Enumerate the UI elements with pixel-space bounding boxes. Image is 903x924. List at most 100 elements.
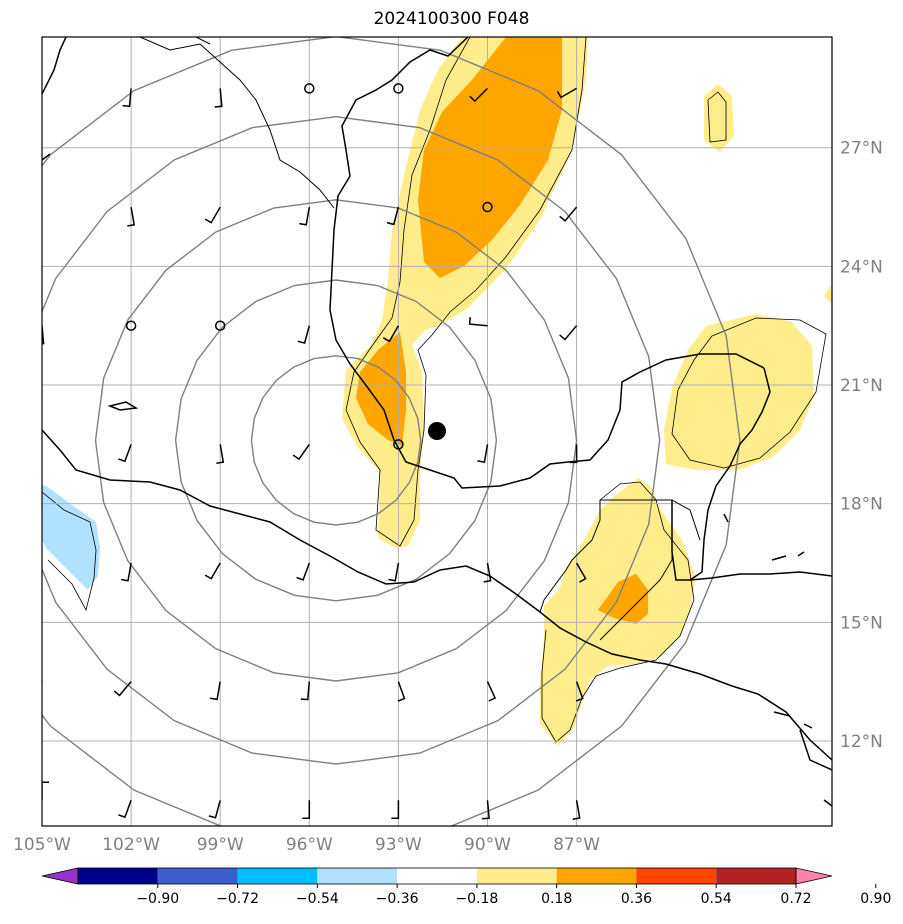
wind-barb xyxy=(113,681,132,697)
colorbar-tick-label: 0.72 xyxy=(780,891,811,907)
field-contours xyxy=(42,37,832,746)
coast-yucatan-east xyxy=(671,367,771,581)
range-ring xyxy=(94,199,578,682)
wind-barb xyxy=(118,444,132,463)
colorbar-tick-label: −0.54 xyxy=(296,891,339,907)
wind-barb xyxy=(42,444,43,447)
colorbar-tick-label: 0.54 xyxy=(701,891,732,907)
contour-line-north xyxy=(345,37,587,547)
colorbar-segment xyxy=(78,868,158,884)
range-ring xyxy=(250,355,422,526)
wind-barb xyxy=(486,681,497,702)
colorbar-tick-label: −0.18 xyxy=(455,891,498,907)
wind-barb xyxy=(569,444,578,464)
wind-barb xyxy=(300,681,311,701)
coast-nicaragua xyxy=(799,729,832,771)
island-marker-3 xyxy=(771,555,787,561)
wind-barb xyxy=(572,800,581,820)
wind-barb xyxy=(118,800,132,819)
colorbar-extend-max xyxy=(795,867,833,885)
wind-barb xyxy=(292,443,310,461)
positive-contour-yucatan xyxy=(664,314,814,470)
calm-wind-marker xyxy=(393,439,404,450)
wind-barb xyxy=(386,206,400,226)
contour-line-south xyxy=(541,481,695,743)
wind-barb xyxy=(559,325,578,341)
colorbar-tick-label: −0.72 xyxy=(216,891,259,907)
latitude-tick-label: 15°N xyxy=(840,613,883,633)
contour-lines xyxy=(42,37,827,743)
calm-wind-marker xyxy=(393,83,404,94)
wind-barb xyxy=(42,681,43,691)
calm-wind-marker xyxy=(482,201,493,213)
wind-barb xyxy=(382,325,400,343)
wind-barbs xyxy=(42,83,587,820)
island-marker-4 xyxy=(797,551,805,557)
wind-barb xyxy=(575,681,584,702)
coast-west-border xyxy=(42,153,51,161)
wind-barb xyxy=(391,800,400,820)
wind-barb xyxy=(296,562,311,581)
contour-line-gulf-patch xyxy=(707,91,727,143)
colorbar-tick-label: −0.36 xyxy=(376,891,419,907)
colorbar-blocks xyxy=(41,867,833,885)
island-marker-2 xyxy=(723,513,729,523)
colorbar-extend-min xyxy=(41,867,79,885)
colorbar-segment xyxy=(157,868,238,884)
wind-barb xyxy=(120,562,132,582)
colorbar-tick-label: −0.90 xyxy=(136,891,179,907)
colorbar-segment xyxy=(636,868,717,884)
border-belize xyxy=(671,499,701,541)
wind-barb xyxy=(302,800,311,820)
latitude-tick-label: 24°N xyxy=(840,257,883,277)
longitude-tick-label: 96°W xyxy=(286,835,333,855)
latitude-tick-label: 21°N xyxy=(840,376,883,396)
contour-line-yucatan xyxy=(671,317,827,469)
island-marker-5 xyxy=(773,711,791,717)
contour-line-west xyxy=(42,491,97,612)
wind-barb xyxy=(388,562,400,582)
latitude-tick-label: 27°N xyxy=(840,139,883,159)
positive-contour-west-core xyxy=(356,332,406,446)
coastlines xyxy=(42,37,832,771)
range-ring xyxy=(42,37,741,826)
country-borders xyxy=(139,37,701,641)
positive-contour-edge-patch xyxy=(824,284,832,304)
wind-barb xyxy=(216,444,225,465)
wind-barb xyxy=(42,781,49,801)
islands xyxy=(107,401,832,807)
latitude-tick-label: 18°N xyxy=(840,495,883,515)
colorbar-segment xyxy=(397,868,477,884)
coast-pacific-mexico xyxy=(42,429,832,761)
wind-barb xyxy=(210,681,221,701)
wind-barb xyxy=(42,88,43,90)
wind-barb xyxy=(42,207,43,210)
longitude-labels: 105°W 102°W 99°W 96°W 93°W 90°W 87°W xyxy=(13,835,600,855)
border-texas-river xyxy=(195,37,211,45)
colorbar-segment xyxy=(476,868,557,884)
range-ring xyxy=(42,115,661,765)
wind-barb xyxy=(397,681,406,702)
longitude-tick-label: 105°W xyxy=(13,835,71,855)
storm-center-marker xyxy=(428,422,446,440)
wind-barb xyxy=(477,444,489,463)
island-marker-7 xyxy=(823,799,832,807)
positive-contour-north-core xyxy=(418,37,562,278)
colorbar-segment xyxy=(556,868,637,884)
colorbar-tick-label: 0.90 xyxy=(860,891,891,907)
wind-barb xyxy=(204,562,221,580)
calm-wind-marker xyxy=(214,320,226,331)
wind-barb xyxy=(556,87,577,99)
wind-barb xyxy=(208,800,221,819)
longitude-tick-label: 90°W xyxy=(464,835,511,855)
map-frame xyxy=(41,36,833,827)
colorbar-segment xyxy=(716,868,796,884)
colorbar-tick-label: 0.18 xyxy=(541,891,572,907)
wind-barb xyxy=(482,800,490,820)
colorbar-segment xyxy=(237,868,318,884)
wind-barb xyxy=(214,88,223,108)
longitude-tick-label: 102°W xyxy=(102,835,160,855)
wind-barb xyxy=(42,563,43,566)
longitude-tick-label: 93°W xyxy=(375,835,422,855)
